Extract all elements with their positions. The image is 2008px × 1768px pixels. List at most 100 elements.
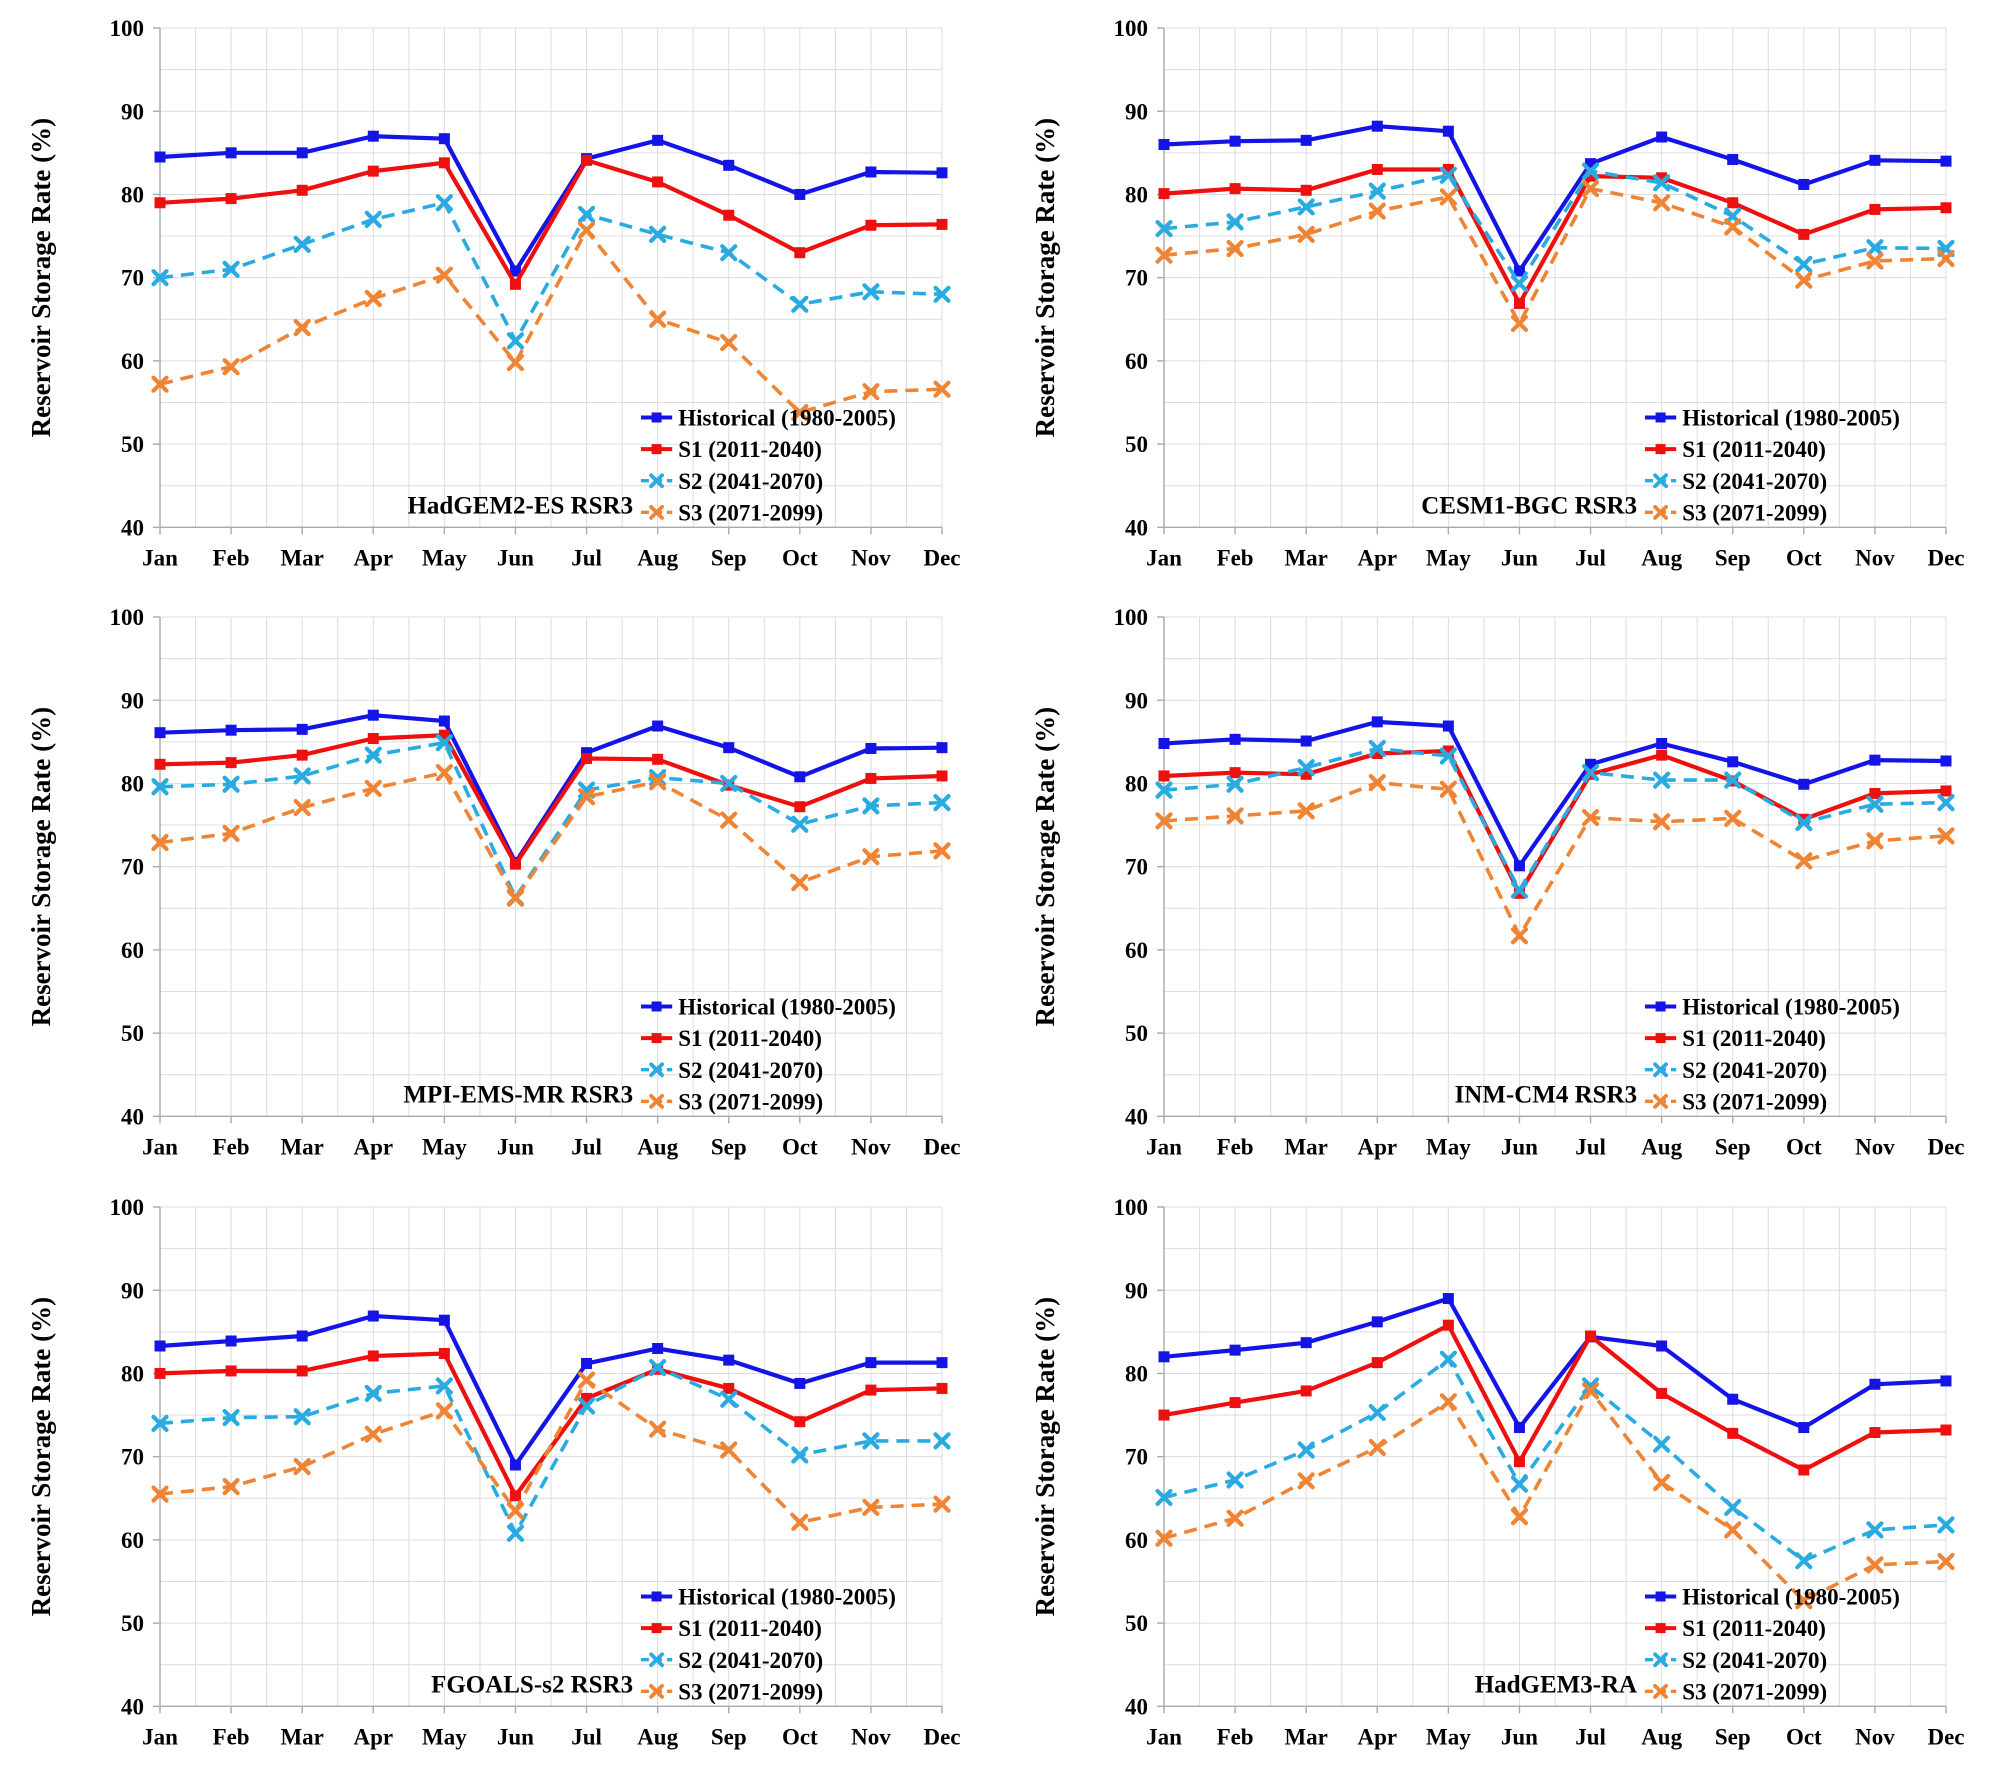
legend-marker-x (1653, 1062, 1668, 1078)
y-tick-label: 50 (121, 1611, 144, 1636)
marker-x (1937, 1515, 1955, 1534)
marker-square (1869, 1378, 1881, 1390)
y-tick-label: 70 (1125, 855, 1148, 880)
x-tick-label: Mar (280, 1135, 323, 1160)
marker-square (225, 725, 237, 737)
marker-x (435, 764, 453, 782)
marker-x (1155, 1488, 1173, 1506)
marker-x (1724, 1520, 1742, 1539)
y-tick-label: 80 (1125, 1361, 1148, 1386)
y-tick-label: 60 (121, 349, 144, 374)
series-s2-line (1163, 747, 1947, 894)
y-tick-label: 40 (121, 1105, 144, 1130)
chart-title: INM-CM4 RSR3 (1455, 1082, 1638, 1109)
legend-marker-x (649, 1062, 664, 1078)
marker-x (1439, 1392, 1457, 1410)
marker-x (1226, 239, 1244, 258)
marker-square (509, 1489, 521, 1501)
marker-square (936, 1356, 948, 1368)
legend-marker-square (1655, 412, 1666, 423)
marker-square (1442, 163, 1454, 175)
x-tick-label: Nov (1855, 1724, 1895, 1749)
x-tick-label: Jun (497, 1135, 534, 1160)
series-s2-line (1163, 1356, 1947, 1563)
series-historical-markers (1158, 120, 1952, 277)
legend-item-s1: S1 (2011-2040) (640, 437, 822, 462)
marker-x (1866, 252, 1884, 270)
x-tick-label: Sep (1715, 1724, 1751, 1749)
marker-square (1158, 770, 1170, 782)
chart-title: MPI-EMS-MR RSR3 (403, 1082, 633, 1109)
marker-x (1297, 1471, 1315, 1490)
marker-square (154, 1340, 166, 1352)
marker-square (936, 167, 948, 179)
marker-square (1727, 153, 1739, 165)
y-tick-label: 80 (1125, 182, 1148, 207)
series-s3-markers (151, 1371, 951, 1531)
legend-label: S3 (2071-2099) (678, 1679, 823, 1704)
legend: Historical (1980-2005) S1 (2011-2040) S2 (… (640, 406, 896, 525)
marker-square (1798, 1421, 1810, 1433)
marker-square (225, 193, 237, 205)
marker-x (364, 210, 382, 229)
marker-square (936, 1382, 948, 1394)
marker-square (794, 188, 806, 200)
marker-square (652, 720, 664, 732)
marker-x (1581, 162, 1600, 180)
marker-square (723, 209, 735, 221)
legend-marker-square (1655, 1033, 1666, 1044)
marker-square (1585, 158, 1597, 170)
marker-x (1795, 271, 1813, 289)
chart-title: HadGEM2-ES RSR3 (408, 493, 634, 520)
marker-square (581, 154, 593, 166)
legend-label: Historical (1980-2005) (678, 406, 896, 431)
chart-cell-2: 100 90 80 70 60 50 40 Jan Feb Mar Apr May Jun Jul Aug S… (1004, 0, 2008, 590)
marker-square (865, 743, 877, 755)
marker-square (581, 747, 593, 759)
marker-x (720, 775, 738, 793)
marker-x (791, 295, 809, 313)
marker-x (1439, 188, 1457, 206)
legend: Historical (1980-2005) S1 (2011-2040) S2 (… (1644, 406, 1900, 525)
x-tick-label: Feb (213, 1135, 250, 1160)
series-s3-markers (1155, 180, 1955, 333)
series-s3-markers (1155, 774, 1955, 945)
marker-x (151, 375, 169, 393)
marker-square (1371, 1316, 1383, 1328)
marker-x (1226, 213, 1244, 231)
marker-x (933, 1495, 951, 1513)
marker-x (933, 285, 951, 303)
marker-square (581, 753, 593, 765)
marker-x (649, 310, 667, 328)
legend-item-s2: S2 (2041-2070) (1644, 1647, 1827, 1672)
marker-square (794, 1377, 806, 1389)
legend-marker-x (1653, 1683, 1668, 1699)
marker-x (1368, 774, 1386, 792)
legend: Historical (1980-2005) S1 (2011-2040) S2 (… (1644, 1584, 1900, 1704)
y-tick-label: 40 (121, 515, 144, 540)
marker-square (509, 1459, 521, 1471)
x-tick-label: Jun (1501, 1724, 1538, 1749)
marker-square (1513, 297, 1525, 309)
series-s3-line (159, 770, 943, 902)
legend-item-s3: S3 (2071-2099) (640, 1679, 823, 1704)
chart-cell-6: 100 90 80 70 60 50 40 Jan Feb Mar Apr May Jun Jul Aug S… (1004, 1178, 2008, 1768)
x-tick-label: Nov (851, 1724, 891, 1749)
marker-x (862, 848, 880, 866)
marker-square (936, 218, 948, 230)
marker-square (154, 727, 166, 739)
x-tick-label: Jan (1146, 1135, 1182, 1160)
marker-square (1300, 184, 1312, 196)
marker-x (1581, 180, 1600, 198)
marker-x (649, 1420, 667, 1438)
marker-square (1229, 183, 1241, 195)
x-tick-label: Dec (1927, 1135, 1964, 1160)
x-tick-label: Dec (923, 1135, 960, 1160)
marker-square (367, 710, 379, 722)
x-tick-label: Apr (1357, 1724, 1397, 1749)
legend-item-historical: Historical (1980-2005) (640, 1584, 896, 1609)
legend-marker-square (651, 412, 662, 423)
marker-square (1727, 1393, 1739, 1405)
